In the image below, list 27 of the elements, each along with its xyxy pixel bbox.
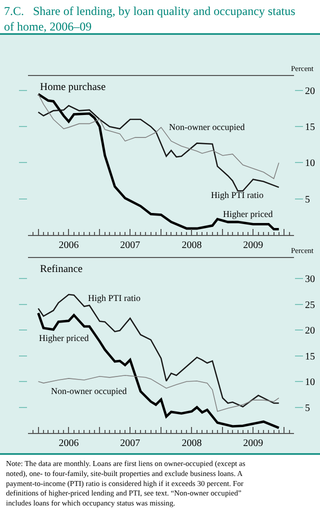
text: Home purchase bbox=[40, 82, 106, 93]
text: Refinance bbox=[40, 264, 83, 275]
y-tick-label: 5 bbox=[305, 402, 310, 414]
x-tick-label: 2007 bbox=[120, 240, 140, 251]
y-tick-label: 25 bbox=[305, 300, 315, 311]
series-label: Non-owner occupied bbox=[169, 122, 246, 132]
y-tick-label: 10 bbox=[305, 377, 315, 388]
y-tick-label: 10 bbox=[305, 158, 315, 170]
x-tick-label: 2009 bbox=[243, 438, 264, 449]
y-tick-label: 5 bbox=[305, 194, 310, 206]
y-tick-label: 15 bbox=[305, 122, 315, 134]
y-tick-label: 20 bbox=[305, 86, 315, 97]
x-tick-label: 2006 bbox=[58, 438, 79, 449]
chart-title: 7.C. Share of lending, by loan quality and occupancy status of home, 2006–09 bbox=[4, 4, 296, 34]
y-tick-label: 30 bbox=[305, 274, 315, 286]
series-label: Higher priced bbox=[39, 333, 90, 343]
x-tick-label: 2009 bbox=[243, 240, 264, 251]
series-label: High PTI ratio bbox=[88, 293, 141, 303]
series-label: Non-owner occupied bbox=[51, 386, 128, 396]
series-label: High PTI ratio bbox=[211, 190, 264, 200]
series-label: Higher priced bbox=[223, 209, 274, 219]
x-tick-label: 2007 bbox=[120, 438, 140, 449]
y-tick-label: 20 bbox=[305, 326, 315, 337]
x-tick-label: 2006 bbox=[58, 240, 79, 251]
x-tick-label: 2008 bbox=[182, 240, 202, 251]
y-tick-label: 15 bbox=[305, 351, 315, 362]
x-tick-label: 2008 bbox=[182, 438, 202, 449]
